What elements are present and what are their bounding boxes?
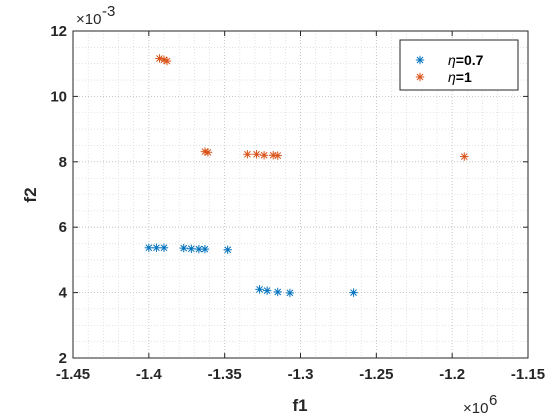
data-point	[187, 244, 196, 253]
data-point	[273, 287, 282, 297]
data-point	[152, 243, 161, 253]
y-tick-label: 4	[59, 285, 68, 302]
y-tick-label: 2	[59, 350, 67, 367]
legend-marker-series-1	[415, 55, 425, 65]
x-tick-label: -1.25	[359, 366, 393, 383]
y-axis-label: f2	[21, 187, 40, 202]
data-point	[203, 148, 213, 157]
data-point	[252, 150, 261, 159]
data-point	[255, 285, 264, 294]
data-point	[262, 286, 272, 295]
y-tick-label: 6	[59, 219, 67, 236]
data-point	[144, 243, 154, 253]
legend-label-series-2: η=1	[448, 69, 472, 85]
svg-text:×10: ×10	[76, 11, 101, 28]
y-tick-label: 8	[59, 154, 67, 171]
data-point	[162, 56, 172, 66]
x-tick-label: -1.2	[439, 366, 465, 383]
y-tick-label: 10	[50, 88, 67, 105]
y-tick-label: 12	[50, 23, 67, 40]
data-point	[460, 152, 469, 161]
data-point	[349, 288, 358, 297]
data-point	[159, 243, 169, 253]
data-point	[273, 151, 282, 160]
y-exponent-label: ×10 -3	[76, 3, 115, 28]
series-2	[155, 54, 469, 161]
legend-label-series-1: η=0.7	[448, 52, 484, 68]
svg-text:×10: ×10	[463, 400, 488, 417]
axis-ticks	[72, 30, 529, 359]
x-tick-labels: -1.45 -1.4 -1.35 -1.3 -1.25 -1.2 -1.15	[56, 366, 545, 383]
svg-text:-3: -3	[102, 3, 115, 20]
data-points	[144, 54, 469, 298]
x-tick-label: -1.4	[136, 366, 163, 383]
legend-marker	[415, 72, 425, 82]
data-point	[179, 243, 188, 253]
legend-marker	[415, 55, 425, 65]
x-exponent-label: ×10 6	[463, 392, 497, 417]
x-axis-label: f1	[292, 396, 307, 415]
data-point	[243, 150, 252, 159]
legend-marker-series-2	[415, 72, 425, 82]
legend-box	[399, 39, 519, 91]
y-tick-labels: 2 4 6 8 10 12	[50, 23, 67, 367]
x-tick-label: -1.15	[511, 366, 545, 383]
x-tick-label: -1.45	[56, 366, 90, 383]
svg-text:6: 6	[489, 392, 497, 409]
data-point	[223, 245, 232, 254]
legend: η=0.7 η=1	[399, 39, 519, 91]
data-point	[285, 288, 295, 298]
x-tick-label: -1.3	[288, 366, 314, 383]
data-point	[200, 244, 210, 254]
series-1	[144, 243, 358, 298]
data-point	[259, 151, 269, 160]
x-tick-label: -1.35	[208, 366, 242, 383]
